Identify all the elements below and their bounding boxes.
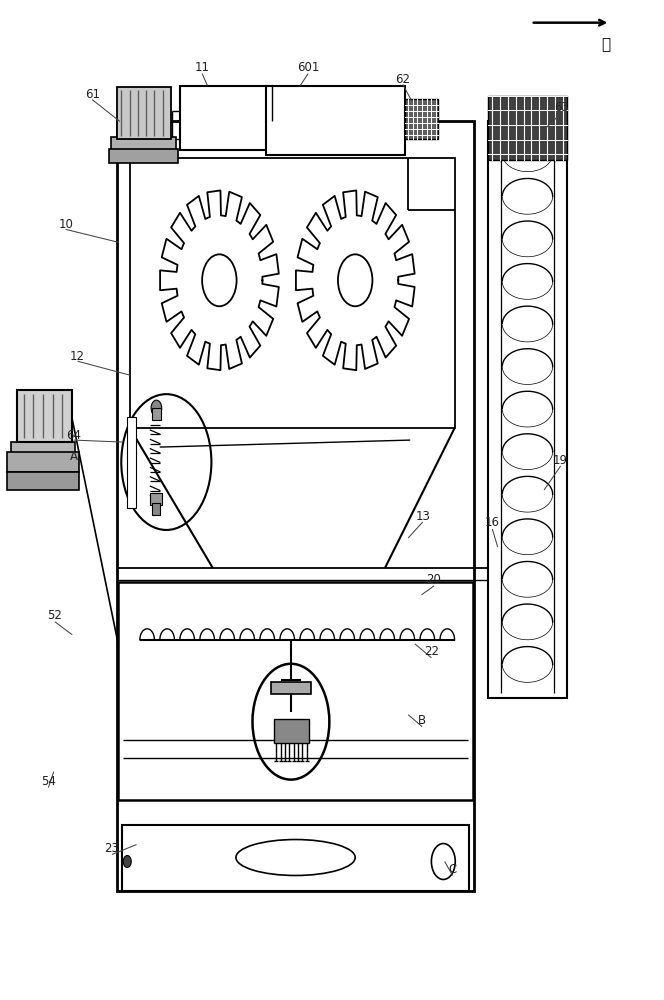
Text: 23: 23 xyxy=(104,842,120,855)
Bar xyxy=(117,87,171,139)
Circle shape xyxy=(151,400,162,416)
Bar xyxy=(127,417,136,508)
Bar xyxy=(17,390,72,442)
Bar xyxy=(150,493,162,505)
Text: 52: 52 xyxy=(48,609,62,622)
Bar xyxy=(117,121,475,891)
Bar xyxy=(109,149,177,163)
Text: 19: 19 xyxy=(553,454,568,467)
Bar xyxy=(112,137,176,150)
Bar xyxy=(7,452,79,472)
Text: C: C xyxy=(448,863,457,876)
Text: 62: 62 xyxy=(395,73,410,86)
Text: 54: 54 xyxy=(41,775,56,788)
Bar xyxy=(489,96,566,160)
Text: 64: 64 xyxy=(66,429,81,442)
Text: 11: 11 xyxy=(195,61,210,74)
Bar xyxy=(152,503,160,515)
Bar xyxy=(11,442,75,454)
Text: 601: 601 xyxy=(297,61,319,74)
Text: A: A xyxy=(70,450,78,463)
Bar xyxy=(271,682,311,694)
Text: 10: 10 xyxy=(58,218,73,231)
Bar xyxy=(118,582,473,800)
Bar xyxy=(122,825,469,891)
Bar xyxy=(488,121,567,698)
Bar xyxy=(274,719,309,743)
Text: 22: 22 xyxy=(424,645,439,658)
Text: 12: 12 xyxy=(70,350,85,363)
Bar xyxy=(152,408,161,420)
Text: 63: 63 xyxy=(554,101,569,114)
Bar xyxy=(405,99,438,139)
Text: 61: 61 xyxy=(84,88,100,101)
Bar xyxy=(130,158,455,428)
Bar xyxy=(266,86,405,155)
Text: 16: 16 xyxy=(485,516,500,529)
Text: 20: 20 xyxy=(426,573,442,586)
Text: B: B xyxy=(418,714,426,727)
Bar xyxy=(7,472,79,490)
Circle shape xyxy=(124,856,131,867)
Text: 右: 右 xyxy=(601,38,610,53)
Text: 13: 13 xyxy=(416,510,430,523)
Bar xyxy=(179,86,272,150)
